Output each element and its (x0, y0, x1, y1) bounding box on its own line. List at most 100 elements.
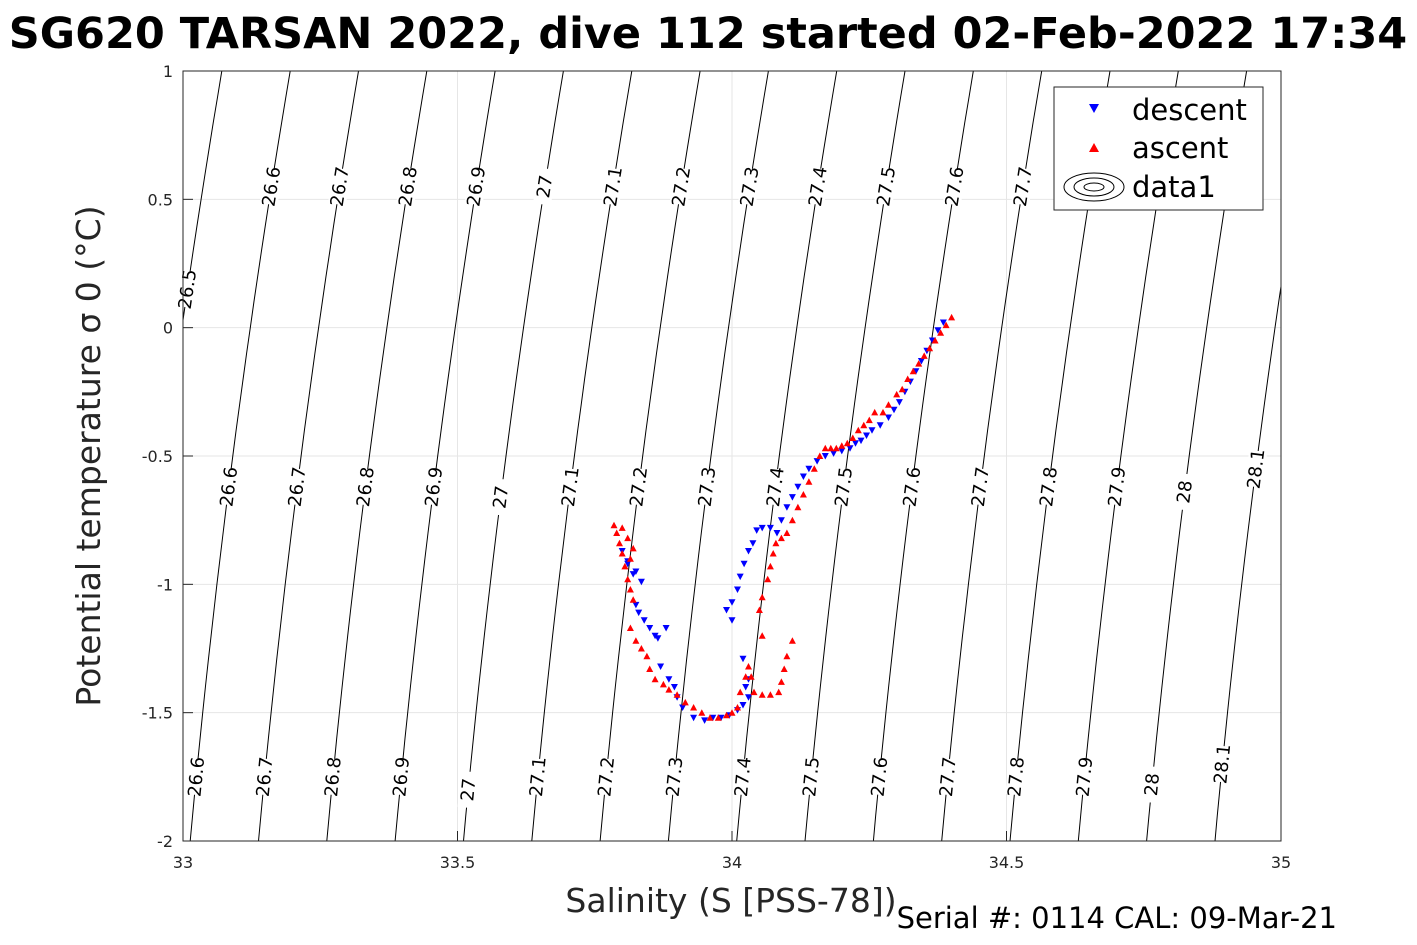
ascent-point (827, 444, 835, 452)
contour-label-bg (253, 758, 276, 796)
ascent-point (838, 442, 846, 449)
ascent-point (788, 516, 796, 524)
ascent-point (764, 575, 772, 583)
contour-label-bg (832, 467, 855, 506)
contour-label: 26.7 (253, 756, 278, 798)
descent-point (758, 524, 766, 532)
contour-label-bg (806, 167, 830, 206)
descent-point (662, 625, 670, 632)
legend-box (1053, 86, 1264, 211)
y-axis-label: Potential temperature σ 0 (°C) (69, 205, 108, 706)
legend-ascent-marker (1089, 143, 1099, 152)
descent-point (728, 617, 736, 624)
x-tick-label: 33.5 (440, 853, 476, 872)
contour-label-bg (1141, 765, 1163, 804)
ascent-point (643, 652, 651, 660)
descent-point (635, 609, 643, 617)
legend-ascent-label: ascent (1132, 131, 1228, 165)
contour-label-bg (285, 467, 309, 506)
ascent-point (723, 711, 730, 719)
descent-point (739, 655, 747, 663)
y-tick-label: 1 (163, 62, 173, 81)
x-tick-label: 33 (173, 853, 193, 872)
ascent-point (659, 680, 667, 688)
contour-label: 27.1 (558, 466, 584, 508)
y-tick-label: 0 (163, 319, 173, 338)
ascent-point (698, 709, 706, 716)
contour-label-bg (601, 167, 625, 206)
contour-label: 26.7 (285, 466, 311, 508)
descent-point (679, 704, 687, 711)
legend-data1-label: data1 (1132, 170, 1216, 204)
contour-label-bg (185, 758, 208, 796)
descent-point (934, 327, 942, 334)
contour-label-bg (627, 467, 650, 506)
contour-label: 26.8 (321, 756, 346, 798)
contour-label: 27.8 (1004, 756, 1029, 798)
ascent-point (621, 562, 629, 570)
contour-label-bg (1005, 758, 1027, 796)
contour-label: 26.9 (421, 466, 447, 508)
contour-label-bg (328, 167, 352, 206)
legend-descent-label: descent (1132, 93, 1247, 127)
contour-label-bg (457, 770, 479, 809)
x-axis-ticks: 33 33.5 34 34.5 35 (173, 831, 1291, 872)
ascent-point (616, 539, 623, 547)
contour-label-bg (489, 478, 512, 517)
contour-label: 27.5 (799, 756, 824, 798)
descent-point (646, 625, 654, 632)
contour-label: 26.6 (216, 466, 242, 508)
ascent-point (775, 688, 783, 696)
ascent-point (766, 562, 774, 570)
contour-label-bg (396, 167, 420, 206)
ascent-point (816, 452, 824, 459)
descent-point (863, 432, 870, 439)
contour-label-bg (1211, 745, 1234, 783)
contour-label-bg (422, 467, 445, 506)
ascent-point (736, 688, 744, 696)
y-tick-label: -2 (157, 832, 173, 851)
ascent-point (673, 691, 681, 698)
ascent-point (777, 534, 785, 542)
descent-point (876, 422, 884, 429)
contour-label: 28 (1141, 772, 1164, 797)
contour-label: 27.8 (1036, 466, 1062, 508)
contour-label: 27 (533, 174, 557, 200)
contour-label-bg (595, 758, 617, 796)
contour-label: 27.1 (526, 756, 551, 798)
ascent-point (706, 714, 714, 721)
y-axis-ticks: -2 -1.5 -1 -0.5 0 0.5 1 (142, 62, 193, 851)
descent-point (749, 540, 757, 547)
descent-point (777, 517, 785, 524)
contour-label-bg (737, 167, 762, 206)
descent-point (629, 571, 637, 578)
ascent-point (920, 352, 928, 359)
descent-point (852, 440, 859, 447)
contour-label-bg (1037, 467, 1060, 506)
x-tick-label: 34 (722, 853, 742, 872)
contour-label: 27 (457, 777, 480, 802)
legend-descent-marker (1089, 104, 1099, 113)
chart-title: SG620 TARSAN 2022, dive 112 started 02-F… (9, 9, 1407, 59)
descent-point (670, 684, 678, 691)
ascent-point (898, 385, 906, 393)
serial-cal-footer: Serial #: 0114 CAL: 09-Mar-21 (897, 901, 1337, 935)
contour-label: 27.3 (695, 466, 721, 508)
ascent-point (879, 408, 887, 416)
descent-point (885, 414, 892, 421)
descent-point (657, 663, 665, 670)
ascent-point (931, 337, 939, 344)
contour-label: 27.7 (936, 756, 961, 798)
ascent-point (626, 624, 634, 631)
descent-point (766, 524, 774, 532)
contour-label: 27.3 (663, 756, 688, 798)
descent-point (745, 694, 752, 701)
x-axis-label: Salinity (S [PSS-78]) (565, 881, 896, 920)
ascent-point (618, 524, 626, 531)
ascent-point (629, 544, 637, 552)
descent-point (739, 702, 747, 709)
contour-label-bg (533, 167, 557, 206)
ascent-point (690, 704, 698, 711)
ascent-point (714, 714, 722, 721)
